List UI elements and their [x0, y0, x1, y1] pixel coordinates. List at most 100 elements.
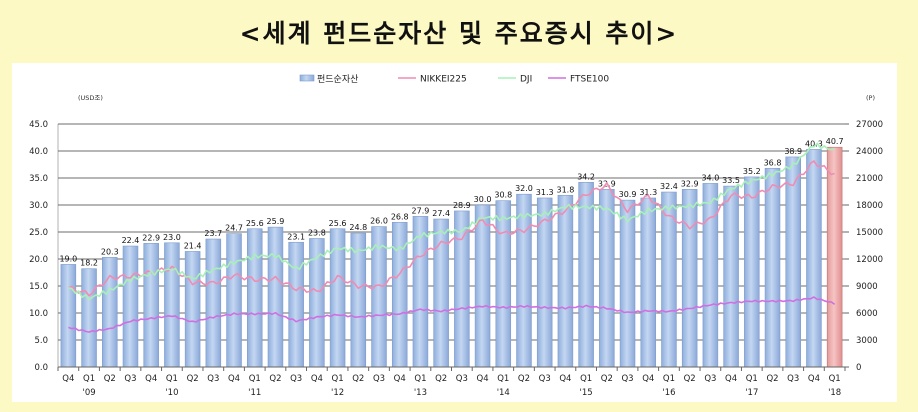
fund-assets-bar: [246, 228, 263, 368]
fund-assets-bar: [619, 199, 636, 368]
bar-value-label: 38.9: [784, 147, 802, 156]
x-axis-quarter-label: Q1: [746, 374, 758, 384]
left-axis-tick: 15.0: [29, 282, 48, 292]
legend-label: DJI: [520, 75, 532, 85]
fund-assets-bar: [681, 189, 698, 368]
bar-value-label: 32.4: [660, 182, 678, 191]
fund-assets-bar: [329, 228, 346, 368]
x-axis-quarter-label: Q3: [456, 374, 468, 384]
fund-assets-bar: [288, 241, 304, 368]
bar-value-label: 33.5: [722, 176, 740, 185]
fund-assets-bar: [744, 176, 760, 368]
fund-assets-bar: [267, 226, 284, 368]
bar-value-label: 24.8: [349, 223, 367, 232]
left-axis-tick: 0.0: [34, 363, 48, 373]
bar-value-label: 31.3: [536, 188, 554, 197]
x-axis-quarter-label: Q1: [497, 374, 509, 384]
bar-value-label: 30.8: [494, 191, 512, 200]
bar-value-label: 36.8: [764, 158, 782, 167]
left-axis-unit: (USD조): [78, 94, 103, 102]
x-axis-quarter-label: Q2: [766, 374, 778, 384]
bar-value-label: 31.3: [639, 188, 657, 197]
bar-value-label: 23.8: [308, 228, 326, 237]
x-axis-quarter-label: Q2: [601, 374, 613, 384]
fund-assets-bar: [454, 210, 470, 368]
fund-assets-bar: [578, 182, 594, 368]
fund-assets-bar: [226, 233, 242, 368]
line-dji: [68, 142, 835, 301]
x-axis-quarter-label: Q2: [104, 374, 116, 384]
x-axis-quarter-label: Q4: [477, 374, 489, 384]
fund-assets-bar: [640, 197, 657, 368]
x-axis-year-label: '10: [165, 388, 178, 398]
left-axis-tick: 40.0: [29, 147, 48, 157]
x-axis-quarter-label: Q2: [187, 374, 199, 384]
x-axis-year-label: '09: [82, 388, 95, 398]
x-axis-quarter-label: Q3: [373, 374, 385, 384]
line-ftse100: [68, 296, 836, 333]
bar-value-label: 23.1: [287, 232, 305, 241]
x-axis-quarter-label: Q3: [290, 374, 302, 384]
bar-value-label: 34.2: [577, 172, 595, 181]
fund-assets-bar: [599, 189, 615, 368]
legend-label: FTSE100: [570, 75, 609, 85]
x-axis-year-label: '18: [828, 388, 841, 398]
right-axis-tick: 21000: [856, 174, 883, 184]
x-axis-quarter-label: Q3: [124, 374, 136, 384]
bar-value-label: 35.2: [743, 167, 761, 176]
bar-value-label: 32.0: [515, 184, 533, 193]
fund-assets-bar: [164, 242, 180, 368]
x-axis-year-label: '16: [662, 388, 675, 398]
x-axis-quarter-label: Q4: [642, 374, 654, 384]
right-axis-tick: 24000: [856, 147, 883, 157]
bar-value-label: 30.0: [474, 195, 492, 204]
fund-assets-bar: [205, 238, 222, 368]
chart-title: <세계 펀드순자산 및 주요증시 추이>: [239, 19, 679, 48]
fund-assets-bar: [702, 183, 719, 368]
x-axis-quarter-label: Q1: [166, 374, 178, 384]
bar-value-label: 21.4: [184, 241, 202, 250]
right-axis-tick: 6000: [856, 309, 878, 319]
fund-assets-bar: [557, 194, 574, 368]
bar-value-label: 18.2: [80, 259, 98, 268]
x-axis-quarter-label: Q1: [663, 374, 675, 384]
x-axis-quarter-label: Q4: [725, 374, 737, 384]
bar-value-label: 40.7: [826, 137, 844, 146]
x-axis-quarter-label: Q3: [787, 374, 799, 384]
left-axis-tick: 35.0: [29, 174, 48, 184]
fund-assets-bar: [350, 232, 367, 368]
x-axis-quarter-label: Q3: [539, 374, 551, 384]
fund-assets-bar: [122, 245, 139, 368]
right-axis-tick: 18000: [856, 201, 883, 211]
fund-assets-bar: [516, 193, 532, 368]
fund-assets-bar: [806, 149, 822, 368]
bar-value-label: 22.9: [142, 233, 160, 242]
bar-value-label: 25.6: [329, 219, 347, 228]
x-axis-quarter-label: Q2: [684, 374, 696, 384]
bar-value-label: 25.6: [246, 219, 264, 228]
x-axis-quarter-label: Q3: [207, 374, 219, 384]
bar-value-label: 23.0: [163, 233, 181, 242]
x-axis-quarter-label: Q4: [228, 374, 240, 384]
bar-value-label: 27.4: [432, 209, 450, 218]
x-axis-quarter-label: Q3: [704, 374, 716, 384]
x-axis-quarter-label: Q1: [83, 374, 95, 384]
right-axis-tick: 0: [856, 363, 861, 373]
x-axis-quarter-label: Q4: [62, 374, 74, 384]
bar-value-label: 31.8: [557, 185, 575, 194]
fund-assets-bar: [495, 200, 512, 368]
bar-value-label: 26.8: [391, 212, 409, 221]
fund-assets-bar: [102, 257, 118, 368]
x-axis-quarter-label: Q1: [829, 374, 841, 384]
fund-assets-bar: [391, 221, 408, 368]
x-axis-quarter-label: Q1: [580, 374, 592, 384]
x-axis-year-label: '13: [414, 388, 427, 398]
left-axis-tick: 5.0: [34, 336, 48, 346]
fund-assets-bar: [723, 185, 739, 368]
x-axis-quarter-label: Q4: [394, 374, 406, 384]
left-axis-tick: 30.0: [29, 201, 48, 211]
fund-assets-bar: [785, 156, 801, 368]
bar-value-label: 24.7: [225, 224, 243, 233]
x-axis-year-label: '11: [248, 388, 261, 398]
